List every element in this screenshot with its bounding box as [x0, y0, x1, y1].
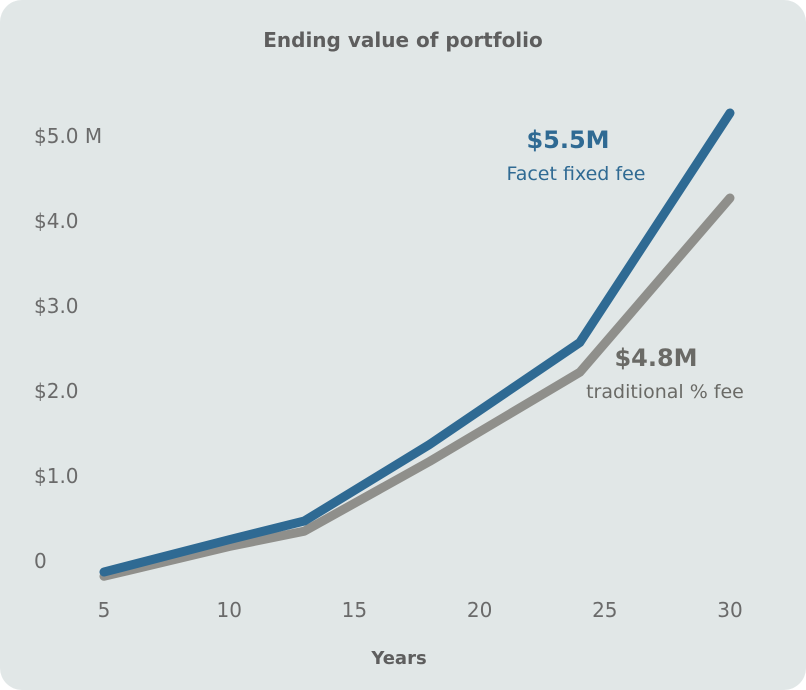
y-tick-label: $2.0 [34, 379, 79, 403]
x-tick-label: 30 [717, 598, 742, 622]
x-tick-label: 25 [592, 598, 617, 622]
series-layer [99, 108, 735, 581]
chart-title: Ending value of portfolio [263, 28, 543, 52]
series-2-annotation-value: $4.8M [614, 344, 697, 372]
x-tick-label: 5 [98, 598, 111, 622]
y-tick-label: $3.0 [34, 294, 79, 318]
y-tick-label: $5.0 M [34, 124, 102, 148]
series-1-annotation-label: Facet fixed fee [507, 163, 646, 185]
y-tick-label: $1.0 [34, 464, 79, 488]
series-line-facet-fixed-fee [99, 108, 735, 577]
x-tick-label: 10 [216, 598, 241, 622]
y-tick-label: 0 [34, 549, 47, 573]
x-axis-label: Years [370, 648, 426, 669]
y-axis: 0 $1.0 $2.0 $3.0 $4.0 $5.0 M [34, 124, 102, 573]
x-axis: 5 10 15 20 25 30 [98, 598, 743, 622]
x-tick-label: 20 [467, 598, 492, 622]
series-1-annotation-value: $5.5M [526, 126, 609, 154]
x-tick-label: 15 [342, 598, 367, 622]
series-2-annotation-label: traditional % fee [586, 381, 744, 403]
series-line-traditional-fee [99, 193, 735, 581]
y-tick-label: $4.0 [34, 209, 79, 233]
